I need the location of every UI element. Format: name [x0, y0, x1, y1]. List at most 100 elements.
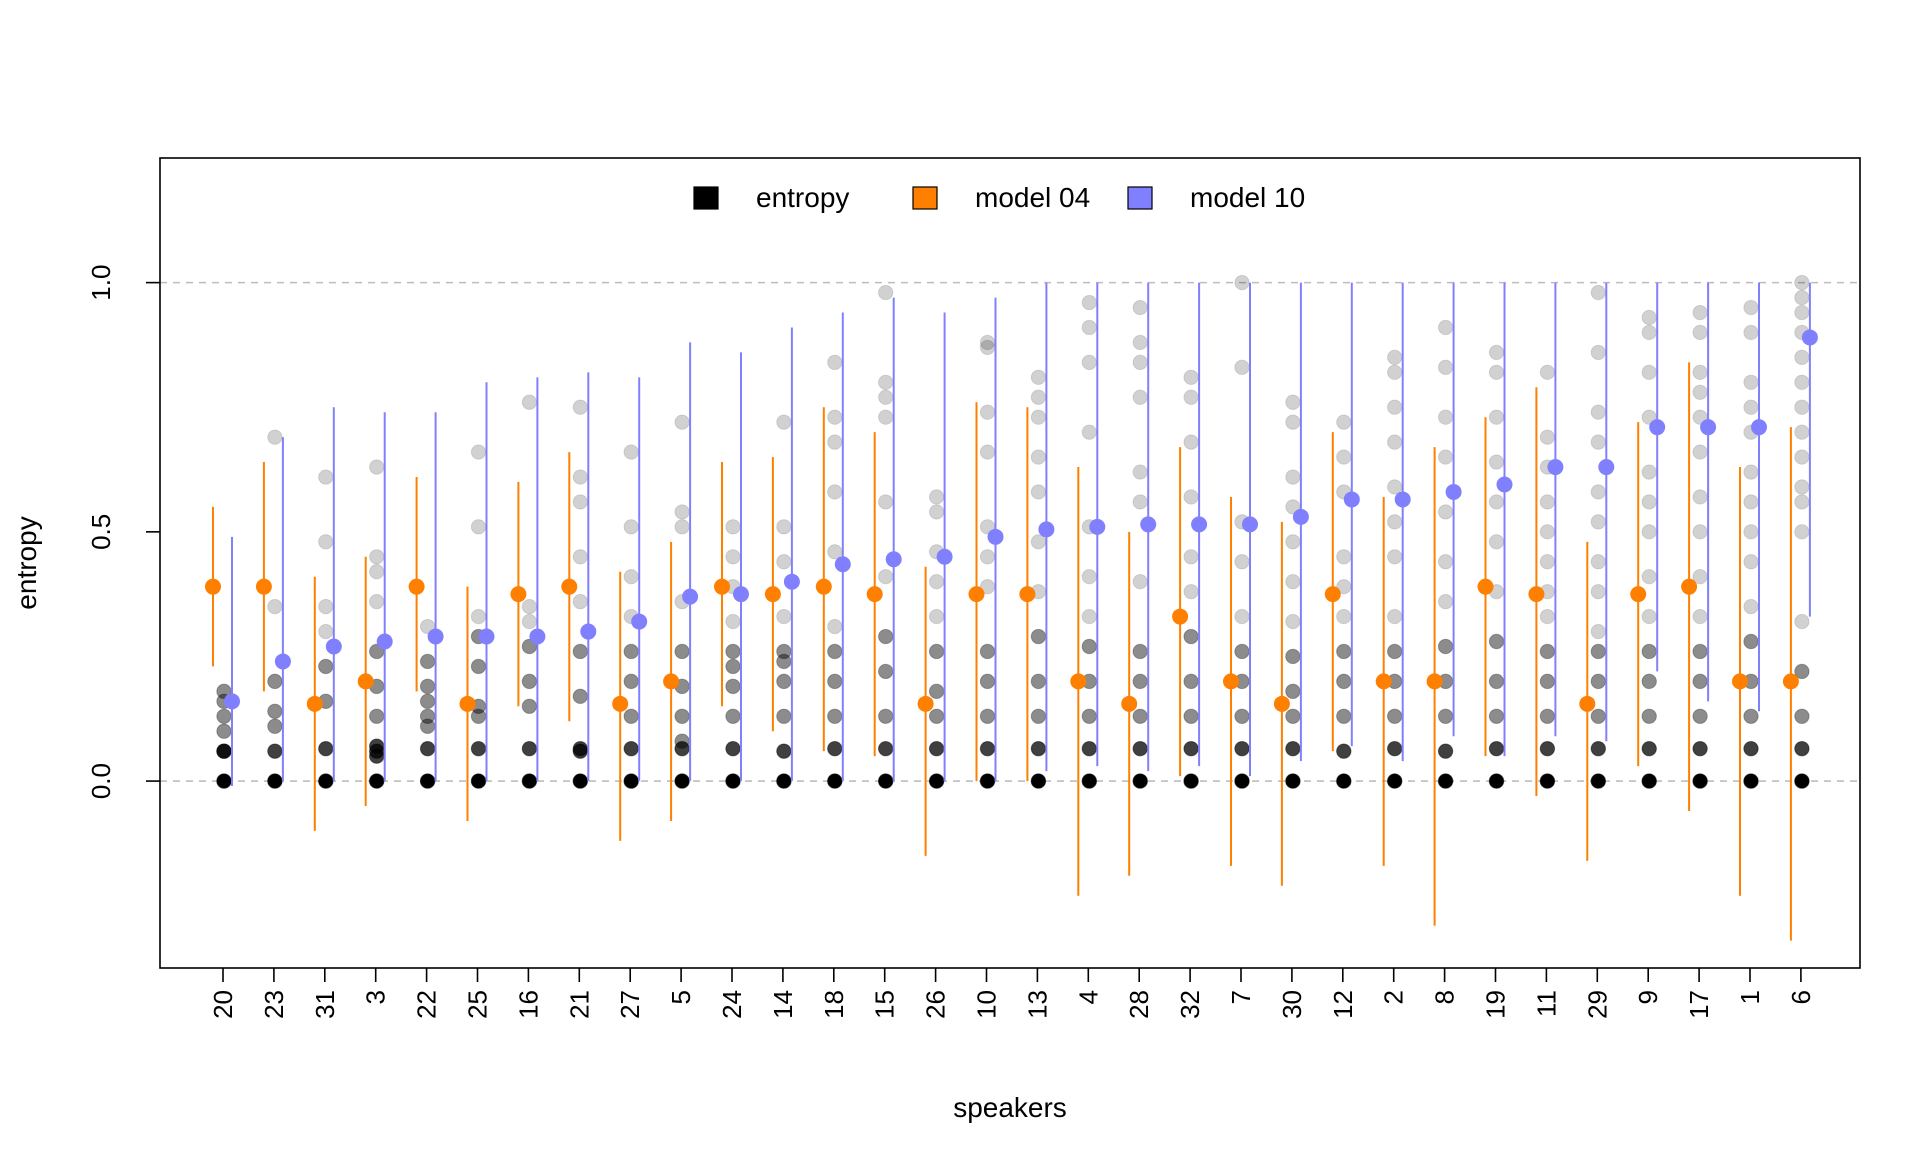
model-04-point-4 — [1070, 673, 1087, 690]
entropy-point-13-10 — [1030, 389, 1047, 405]
entropy-point-23-6 — [267, 718, 283, 734]
entropy-point-6-6 — [1794, 494, 1810, 510]
model-10-point-3 — [376, 633, 393, 650]
y-axis-label: entropy — [11, 516, 42, 609]
entropy-point-26-3 — [928, 683, 945, 700]
entropy-point-23-4 — [267, 598, 283, 615]
y-tick-label-1: 0.5 — [86, 514, 116, 550]
entropy-point-8-9 — [1437, 409, 1454, 425]
model-04-point-26 — [917, 695, 934, 712]
y-tick-label-0: 0.0 — [86, 763, 116, 799]
entropy-point-12-5 — [1336, 608, 1352, 625]
x-tick-label-27: 27 — [615, 990, 645, 1019]
x-tick-label-10: 10 — [972, 990, 1002, 1019]
entropy-point-28-10 — [1132, 334, 1148, 351]
entropy-point-6-2 — [1794, 708, 1810, 724]
model-04-point-16 — [510, 586, 527, 603]
entropy-point-29-1 — [1590, 740, 1607, 757]
model-10-point-31 — [325, 638, 342, 655]
entropy-point-12-4 — [1336, 643, 1352, 660]
entropy-point-32-9 — [1183, 389, 1199, 405]
x-axis-label: speakers — [953, 1092, 1067, 1123]
entropy-point-26-6 — [928, 573, 945, 590]
entropy-point-18-1 — [827, 740, 843, 757]
model-10-point-20 — [224, 693, 240, 710]
entropy-point-8-7 — [1437, 504, 1454, 520]
entropy-point-24-1 — [725, 740, 741, 757]
entropy-point-12-9 — [1336, 449, 1352, 465]
entropy-point-8-10 — [1437, 359, 1454, 376]
entropy-point-9-2 — [1641, 708, 1657, 724]
entropy-point-2-5 — [1387, 608, 1403, 625]
entropy-point-15-3 — [878, 663, 894, 680]
entropy-point-28-0 — [1132, 773, 1148, 789]
entropy-point-14-5 — [776, 608, 792, 625]
entropy-point-18-8 — [827, 434, 843, 450]
entropy-point-11-8 — [1539, 524, 1556, 540]
x-tick-label-4: 4 — [1073, 990, 1103, 1004]
entropy-point-1-14 — [1743, 299, 1759, 316]
entropy-point-17-5 — [1692, 608, 1708, 625]
entropy-point-17-14 — [1692, 304, 1708, 321]
x-tick-label-22: 22 — [412, 990, 442, 1019]
entropy-point-16-0 — [521, 773, 538, 789]
entropy-point-11-7 — [1539, 554, 1556, 570]
entropy-point-16-7 — [521, 394, 538, 410]
entropy-point-22-3 — [419, 693, 436, 710]
entropy-point-4-5 — [1081, 608, 1098, 625]
entropy-point-14-9 — [776, 653, 792, 670]
model-04-point-2 — [1375, 673, 1392, 690]
entropy-point-6-4 — [1794, 613, 1810, 630]
model-04-point-3 — [357, 673, 374, 690]
entropy-point-6-0 — [1794, 773, 1810, 789]
entropy-point-13-2 — [1030, 708, 1047, 724]
legend-label-model-10: model 10 — [1190, 182, 1305, 213]
entropy-point-27-8 — [623, 444, 639, 460]
model-10-point-24 — [733, 586, 749, 603]
legend-swatch-model-10 — [1127, 186, 1153, 210]
entropy-point-26-0 — [928, 773, 945, 789]
entropy-point-20-4 — [216, 723, 232, 739]
entropy-point-16-3 — [521, 673, 538, 690]
entropy-point-7-8 — [1234, 359, 1250, 376]
entropy-point-9-5 — [1641, 608, 1657, 625]
entropy-point-2-6 — [1387, 549, 1403, 565]
entropy-point-10-8 — [979, 444, 996, 460]
entropy-point-15-5 — [878, 569, 894, 585]
model-04-point-17 — [1681, 578, 1698, 595]
entropy-point-26-4 — [928, 643, 945, 660]
entropy-point-8-0 — [1437, 773, 1454, 789]
entropy-point-19-6 — [1488, 534, 1505, 550]
entropy-point-18-9 — [827, 409, 843, 425]
entropy-point-24-5 — [725, 613, 741, 630]
entropy-point-24-0 — [725, 773, 741, 789]
entropy-point-2-2 — [1387, 708, 1403, 724]
entropy-point-27-4 — [623, 643, 639, 660]
entropy-point-17-0 — [1692, 773, 1708, 789]
model-10-point-4 — [1089, 518, 1106, 535]
entropy-point-13-9 — [1030, 409, 1047, 425]
model-04-layer — [205, 362, 1799, 941]
entropy-point-10-4 — [979, 643, 996, 660]
entropy-point-23-0 — [267, 773, 283, 789]
entropy-point-8-1 — [1437, 743, 1454, 759]
entropy-point-12-3 — [1336, 673, 1352, 690]
model-10-point-26 — [936, 548, 953, 565]
entropy-point-30-10 — [1285, 414, 1301, 430]
entropy-point-26-2 — [928, 708, 945, 724]
model-04-point-1 — [1732, 673, 1748, 690]
entropy-point-12-1 — [1336, 743, 1352, 759]
entropy-point-16-5 — [521, 613, 538, 630]
entropy-point-1-1 — [1743, 740, 1759, 757]
entropy-point-15-9 — [878, 374, 894, 391]
entropy-point-24-2 — [725, 708, 741, 724]
entropy-point-6-15 — [1794, 289, 1810, 306]
entropy-point-15-2 — [878, 708, 894, 724]
entropy-point-28-7 — [1132, 464, 1148, 480]
entropy-point-19-3 — [1488, 673, 1505, 690]
x-tick-label-18: 18 — [819, 990, 849, 1019]
entropy-point-30-4 — [1285, 648, 1301, 665]
entropy-point-4-9 — [1081, 354, 1098, 371]
entropy-point-28-5 — [1132, 573, 1148, 590]
